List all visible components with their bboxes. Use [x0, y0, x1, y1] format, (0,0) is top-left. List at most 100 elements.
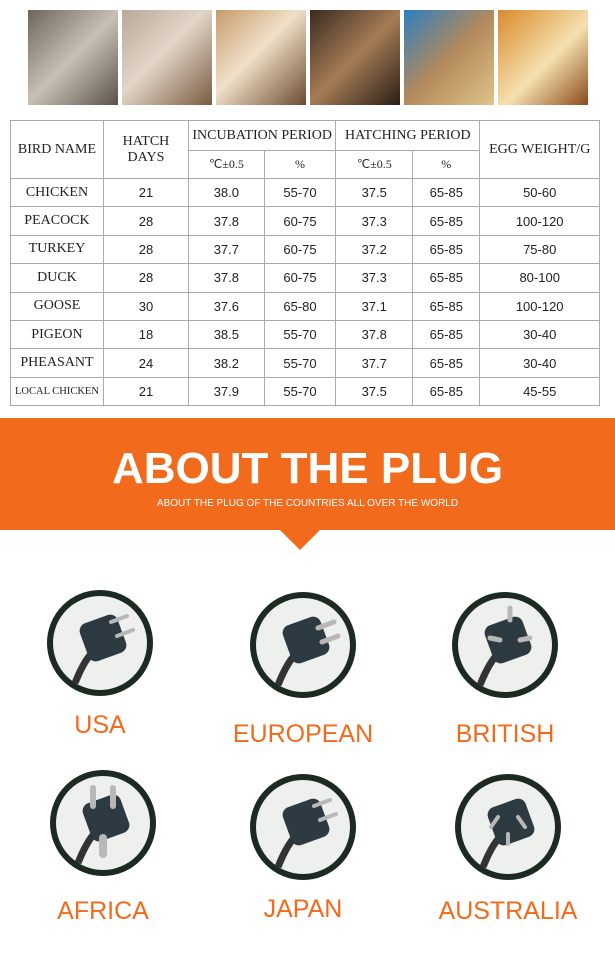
prong: [487, 635, 503, 643]
photo: [122, 10, 212, 105]
prong: [516, 815, 527, 829]
plug-label: EUROPEAN: [232, 720, 374, 748]
prong: [312, 798, 332, 808]
table-cell: 21: [102, 177, 190, 208]
table-cell: 37.3: [335, 263, 414, 293]
bird-name: DUCK: [10, 263, 104, 293]
table-cell: 60-75: [263, 234, 337, 265]
table-row: PEACOCK 28 37.8 60-75 37.3 65-85 100-120: [10, 206, 600, 236]
table-cell: 37.1: [335, 291, 414, 321]
plug-item: BRITISH: [405, 590, 605, 770]
table-cell: 37.2: [335, 234, 414, 265]
sub-header: ℃±0.5: [335, 150, 414, 179]
table-cell: 100-120: [479, 206, 600, 236]
table-cell: 37.7: [188, 234, 265, 265]
plug-body: [282, 798, 330, 846]
bird-name: CHICKEN: [10, 177, 104, 208]
table-cell: 37.5: [335, 376, 414, 407]
table-cell: 60-75: [263, 206, 337, 236]
table-cell: 21: [102, 376, 190, 407]
table-cell: 38.0: [188, 177, 265, 208]
bird-name: PHEASANT: [10, 348, 104, 378]
photo: [404, 10, 494, 105]
table-cell: 65-85: [412, 177, 481, 208]
plug-item: USA: [0, 588, 200, 768]
plug-body: [79, 614, 127, 662]
table-cell: 37.5: [335, 177, 414, 208]
plug-icon: [250, 774, 356, 880]
table-cell: 65-85: [412, 234, 481, 265]
photo: [310, 10, 400, 105]
table-cell: 37.6: [188, 291, 265, 321]
table-cell: 55-70: [263, 376, 337, 407]
incubation-table: BIRD NAME HATCH DAYS INCUBATION PERIOD H…: [10, 120, 600, 407]
table-cell: 37.8: [188, 206, 265, 236]
banner: ABOUT THE PLUG ABOUT THE PLUG OF THE COU…: [0, 418, 615, 530]
table-cell: 37.7: [335, 348, 414, 378]
table-row: PHEASANT 24 38.2 55-70 37.7 65-85 30-40: [10, 348, 600, 378]
table-cell: 38.2: [188, 348, 265, 378]
plug-icon: [455, 774, 561, 880]
plug-label: BRITISH: [455, 720, 555, 748]
bird-name: GOOSE: [10, 291, 104, 321]
table-row: TURKEY 28 37.7 60-75 37.2 65-85 75-80: [10, 234, 600, 265]
plug-item: AUSTRALIA: [408, 772, 608, 952]
header-cell: BIRD NAME: [10, 120, 104, 179]
table-cell: 55-70: [263, 177, 337, 208]
table-cell: 37.8: [188, 263, 265, 293]
table-cell: 75-80: [479, 234, 600, 265]
table-cell: 50-60: [479, 177, 600, 208]
table-cell: 30-40: [479, 348, 600, 378]
plug-item: JAPAN: [203, 772, 403, 952]
prong: [489, 815, 500, 829]
banner-title: ABOUT THE PLUG: [111, 444, 504, 493]
table-cell: 55-70: [263, 348, 337, 378]
table-cell: 65-85: [412, 348, 481, 378]
table-cell: 37.8: [335, 319, 414, 350]
table-cell: 80-100: [479, 263, 600, 293]
table-cell: 30: [102, 291, 190, 321]
header-cell: EGG WEIGHT/G: [479, 120, 600, 179]
table-row: CHICKEN 21 38.0 55-70 37.5 65-85 50-60: [10, 177, 600, 208]
table-row: PIGEON 18 38.5 55-70 37.8 65-85 30-40: [10, 319, 600, 350]
sub-header: %: [263, 150, 337, 179]
prong: [517, 635, 533, 643]
plug-item: EUROPEAN: [203, 590, 403, 770]
bird-name: LOCAL CHICKEN: [10, 376, 104, 407]
sub-header: ℃±0.5: [188, 150, 265, 179]
table-cell: 28: [102, 206, 190, 236]
sub-header: %: [412, 150, 481, 179]
bird-name: PEACOCK: [10, 206, 104, 236]
plug-item: AFRICA: [3, 768, 203, 948]
table-cell: 65-85: [412, 376, 481, 407]
table-cell: 37.3: [335, 206, 414, 236]
table-cell: 65-85: [412, 291, 481, 321]
table-cell: 38.5: [188, 319, 265, 350]
header-cell: HATCH DAYS: [102, 120, 190, 179]
table-cell: 18: [102, 319, 190, 350]
prong: [318, 812, 338, 822]
table-cell: 45-55: [479, 376, 600, 407]
plug-body: [484, 616, 532, 664]
table-cell: 37.9: [188, 376, 265, 407]
table-cell: 65-80: [263, 291, 337, 321]
table-cell: 65-85: [412, 319, 481, 350]
header-cell: INCUBATION PERIOD: [187, 120, 337, 151]
photo: [498, 10, 588, 105]
plug-body: [487, 798, 535, 846]
photo: [216, 10, 306, 105]
table-cell: 30-40: [479, 319, 600, 350]
bird-name: TURKEY: [10, 234, 104, 265]
table-row: LOCAL CHICKEN 21 37.9 55-70 37.5 65-85 45-55: [10, 376, 600, 407]
prong: [115, 628, 135, 638]
table-cell: 28: [102, 263, 190, 293]
plug-label: AFRICA: [57, 897, 149, 925]
banner-arrow: [280, 530, 320, 550]
plug-label: AUSTRALIA: [438, 897, 578, 925]
table-body: CHICKEN 21 38.0 55-70 37.5 65-85 50-60 PEACOCK 2…: [10, 177, 600, 407]
plug-icon: [50, 770, 156, 876]
table-cell: 65-85: [412, 263, 481, 293]
table-cell: 60-75: [263, 263, 337, 293]
plug-icon: [47, 590, 153, 696]
table-cell: 100-120: [479, 291, 600, 321]
